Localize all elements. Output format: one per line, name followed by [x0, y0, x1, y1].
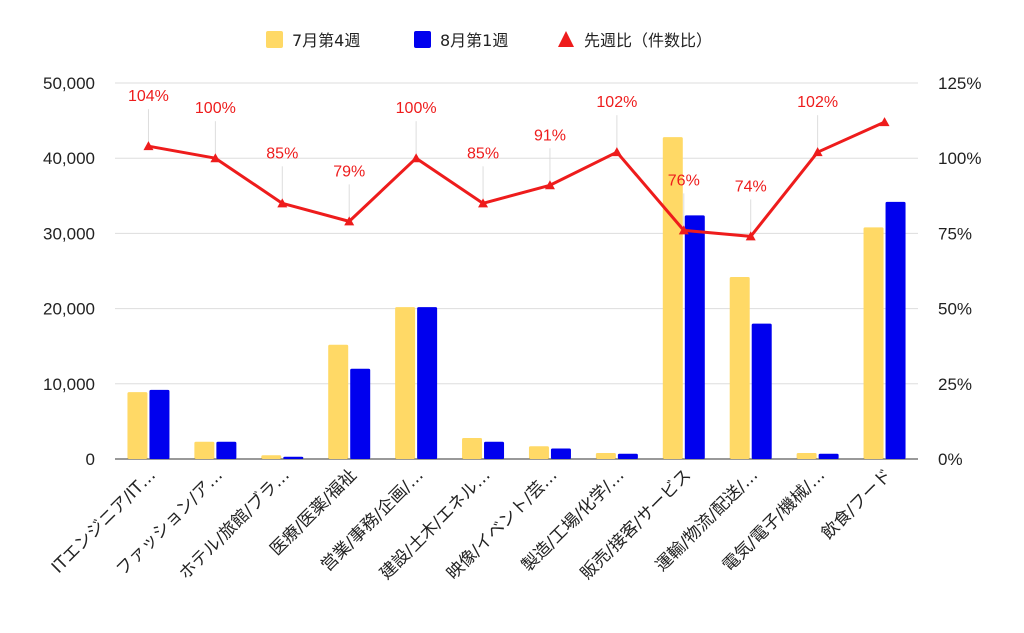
y-tick-right: 75%	[938, 224, 972, 243]
data-label: 91%	[534, 127, 566, 144]
ratio-point	[879, 117, 890, 127]
bar-week-jul4	[863, 227, 884, 459]
ratio-line	[143, 117, 890, 241]
bar-week-aug1	[751, 323, 772, 459]
data-label: 79%	[333, 163, 365, 180]
bar-week-aug1	[417, 307, 438, 459]
ratio-point	[143, 141, 154, 151]
ratio-point	[277, 198, 288, 208]
bar-week-jul4	[662, 137, 683, 460]
ratio-point	[344, 216, 355, 226]
data-label: 104%	[128, 88, 169, 105]
y-tick-left: 50,000	[43, 74, 95, 93]
bar-week-aug1	[885, 201, 906, 460]
ratio-point	[544, 180, 555, 190]
y-tick-left: 40,000	[43, 149, 95, 168]
bar-week-jul4	[328, 344, 349, 459]
gridlines	[115, 82, 918, 460]
legend-label: 7月第4週	[292, 31, 360, 50]
ratio-line-path	[148, 120, 886, 238]
bar-week-aug1	[350, 368, 371, 459]
y-tick-left: 10,000	[43, 375, 95, 394]
legend-swatch	[266, 31, 283, 48]
data-label: 102%	[596, 94, 637, 111]
bar-week-jul4	[462, 437, 483, 459]
bar-week-aug1	[818, 453, 839, 459]
bars	[127, 137, 906, 460]
bar-week-aug1	[617, 453, 638, 459]
y-tick-right: 50%	[938, 300, 972, 319]
bar-week-aug1	[149, 389, 170, 459]
data-label: 100%	[195, 100, 236, 117]
data-label-leaders	[147, 109, 819, 233]
y-tick-left: 20,000	[43, 300, 95, 319]
data-label: 76%	[668, 172, 700, 189]
y-tick-right: 0%	[938, 450, 963, 469]
y-tick-left: 30,000	[43, 224, 95, 243]
bar-week-jul4	[595, 452, 616, 459]
bar-week-jul4	[796, 452, 817, 459]
data-labels: 104% 100% 85% 79% 100% 85% 91% 102% 76% 74% 102%	[128, 88, 838, 195]
legend: 7月第4週 8月第1週 先週比（件数比）	[266, 31, 712, 50]
bar-week-jul4	[729, 277, 750, 459]
legend-swatch	[414, 31, 431, 48]
bar-week-aug1	[283, 456, 304, 459]
ratio-point	[411, 153, 422, 163]
bar-week-jul4	[395, 307, 416, 459]
bar-week-aug1	[484, 441, 505, 459]
data-label: 85%	[266, 145, 298, 162]
ratio-point	[478, 198, 489, 208]
bar-week-aug1	[216, 441, 237, 459]
legend-triangle-icon	[558, 31, 574, 47]
ratio-point	[745, 231, 756, 241]
x-axis: ITエンジニア/IT…ファッション/ア…ホテル/旅館/ブラ…医療/医薬/福祉営業…	[48, 465, 896, 584]
y-axis-left: 0 10,000 20,000 30,000 40,000 50,000	[43, 74, 95, 469]
x-tick-label: 販売/接客/サービス	[577, 465, 695, 583]
x-tick-label: 映像/イベント/芸…	[443, 465, 561, 583]
legend-label: 先週比（件数比）	[584, 31, 712, 50]
y-tick-left: 0	[86, 450, 95, 469]
ratio-point	[210, 153, 221, 163]
bar-week-aug1	[550, 448, 571, 459]
data-label: 100%	[396, 100, 437, 117]
bar-week-jul4	[528, 446, 549, 459]
legend-label: 8月第1週	[440, 31, 508, 50]
bar-week-jul4	[194, 441, 215, 459]
ratio-point	[812, 147, 823, 157]
y-tick-right: 100%	[938, 149, 981, 168]
bar-week-jul4	[127, 392, 148, 459]
y-tick-right: 125%	[938, 74, 981, 93]
x-tick-label: 飲食/フード	[818, 465, 896, 543]
bar-week-aug1	[684, 215, 705, 459]
x-tick-label: 建設/土木/エネル…	[376, 465, 494, 583]
y-axis-right: 0% 25% 50% 75% 100% 125%	[938, 74, 981, 469]
data-label: 85%	[467, 145, 499, 162]
y-tick-right: 25%	[938, 375, 972, 394]
data-label: 74%	[735, 178, 767, 195]
ratio-point	[678, 225, 689, 235]
data-label: 102%	[797, 94, 838, 111]
ratio-point	[611, 147, 622, 157]
x-tick-label: ホテル/旅館/ブラ…	[175, 465, 294, 584]
bar-week-jul4	[261, 455, 282, 459]
